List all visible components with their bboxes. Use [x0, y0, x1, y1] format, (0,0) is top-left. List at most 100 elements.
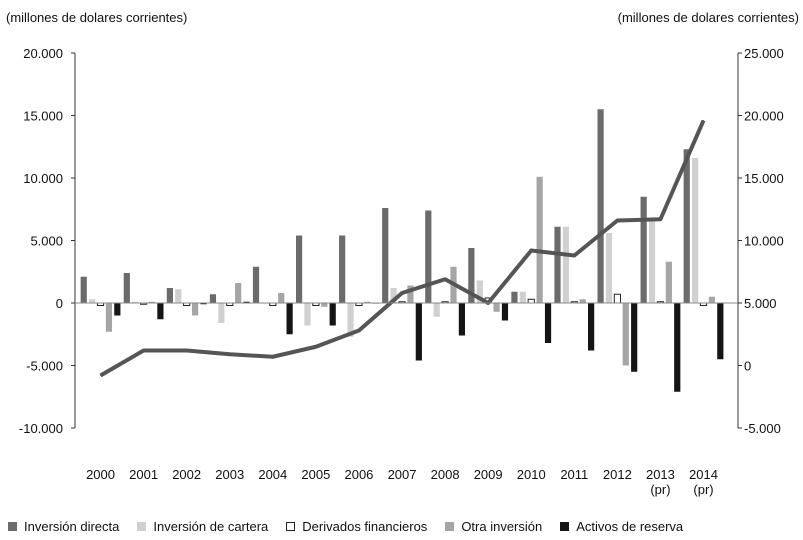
legend: Inversión directa Inversión de cartera D… — [8, 519, 701, 534]
line-point — [530, 250, 532, 251]
right-axis-tick-label: 15.000 — [744, 171, 784, 186]
bar-activos-de-reserva — [544, 303, 552, 343]
x-axis-tick-label: 2007 — [388, 467, 417, 482]
bar-activos-de-reserva — [286, 303, 293, 335]
bar-otra-inversi-n — [148, 301, 156, 303]
x-axis-tick-label: 2006 — [344, 467, 373, 482]
legend-item-inversion-de-cartera: Inversión de cartera — [137, 519, 268, 534]
bar-derivados-financieros — [613, 293, 621, 304]
bar-activos-de-reserva — [157, 303, 164, 320]
bar-inversi-n-directa — [683, 149, 690, 303]
line-point — [659, 218, 661, 220]
legend-item-otra-inversion: Otra inversión — [445, 519, 542, 534]
left-axis-tick-label: 0 — [56, 296, 63, 311]
x-axis-tick-label: 2002 — [172, 467, 201, 482]
bar-otra-inversi-n — [235, 283, 242, 303]
x-axis-tick-label: 2000 — [86, 467, 115, 482]
bar-inversi-n-directa — [339, 235, 346, 303]
bar-inversi-n-directa — [252, 266, 260, 303]
line-point — [186, 350, 188, 351]
bar-inversi-n-de-cartera — [390, 288, 397, 303]
bar-otra-inversi-n — [579, 299, 586, 303]
bar-inversi-n-de-cartera — [89, 299, 96, 303]
axes-layer: -10.000 -5.000 0 5.000 10.000 15.000 20.000 -5.… — [19, 46, 784, 497]
line-point — [143, 350, 145, 351]
bar-otra-inversi-n — [278, 293, 285, 303]
x-axis-tick-label: 2013 — [646, 467, 675, 482]
line-point — [444, 278, 446, 280]
bar-otra-inversi-n — [364, 301, 371, 303]
right-axis-tick-label: 25.000 — [744, 46, 784, 61]
bar-inversi-n-directa — [166, 288, 173, 303]
bar-inversi-n-directa — [382, 208, 389, 303]
right-axis-tick-label: 10.000 — [744, 234, 784, 249]
bar-inversi-n-directa — [640, 196, 647, 303]
legend-item-activos-de-reserva: Activos de reserva — [560, 519, 683, 534]
bar-inversi-n-de-cartera — [519, 291, 526, 303]
left-axis-unit-label: (millones de dolares corrientes) — [6, 10, 188, 25]
bar-inversi-n-de-cartera — [218, 303, 225, 323]
x-axis-tick-label: 2003 — [215, 467, 244, 482]
bar-otra-inversi-n — [708, 296, 716, 303]
line-layer — [99, 119, 706, 378]
x-axis-tick-label: (pr) — [650, 482, 670, 497]
bar-activos-de-reserva — [114, 303, 121, 316]
bar-inversi-n-de-cartera — [562, 226, 570, 303]
legend-swatch-otra-inversion — [445, 522, 455, 531]
bar-activos-de-reserva — [717, 303, 724, 360]
bar-activos-de-reserva — [458, 303, 465, 336]
bar-inversi-n-directa — [554, 226, 561, 303]
bar-inversi-n-de-cartera — [476, 280, 483, 303]
line-point — [616, 220, 618, 221]
bar-activos-de-reserva — [243, 301, 250, 303]
line-point — [100, 375, 102, 376]
bar-otra-inversi-n — [321, 303, 328, 307]
bar-activos-de-reserva — [631, 303, 638, 372]
bar-activos-de-reserva — [329, 303, 336, 326]
line-series — [99, 119, 706, 378]
legend-swatch-inversion-de-cartera — [137, 522, 147, 531]
bar-otra-inversi-n — [622, 303, 629, 366]
legend-label-activos-de-reserva: Activos de reserva — [576, 519, 684, 534]
bar-inversi-n-de-cartera — [132, 301, 139, 303]
legend-label-derivados-financieros: Derivados financieros — [302, 519, 428, 534]
right-axis-tick-label: 0 — [744, 359, 751, 374]
x-axis-tick-label: 2011 — [560, 467, 588, 482]
legend-label-inversion-directa: Inversión directa — [24, 519, 120, 534]
bar-inversi-n-de-cartera — [692, 158, 699, 303]
bar-inversi-n-directa — [597, 109, 604, 303]
x-axis-tick-label: (pr) — [693, 482, 713, 497]
left-axis-tick-label: 15.000 — [23, 109, 63, 124]
legend-label-otra-inversion: Otra inversión — [461, 519, 543, 534]
bar-activos-de-reserva — [674, 303, 681, 392]
x-axis-tick-label: 2008 — [431, 467, 460, 482]
bar-inversi-n-de-cartera — [304, 303, 311, 326]
legend-swatch-inversion-directa — [8, 522, 17, 531]
legend-label-inversion-de-cartera: Inversión de cartera — [153, 519, 269, 534]
bar-inversi-n-de-cartera — [605, 233, 613, 303]
bar-inversi-n-directa — [80, 276, 87, 303]
x-axis-tick-label: 2014 — [689, 467, 718, 482]
bar-inversi-n-directa — [209, 294, 217, 303]
line-point — [703, 120, 705, 121]
bar-derivados-financieros — [527, 298, 535, 304]
left-axis-tick-label: -5.000 — [26, 359, 63, 374]
line-point — [272, 356, 274, 358]
line-point — [358, 330, 360, 331]
x-axis-tick-label: 2012 — [603, 467, 632, 482]
line-point — [315, 346, 317, 348]
left-axis-tick-label: -10.000 — [19, 421, 63, 436]
legend-item-derivados-financieros: Derivados financieros — [286, 519, 427, 534]
bar-otra-inversi-n — [493, 303, 500, 312]
bar-otra-inversi-n — [105, 303, 113, 332]
bar-inversi-n-de-cartera — [433, 303, 440, 317]
bar-inversi-n-directa — [468, 248, 475, 303]
left-axis-tick-label: 20.000 — [23, 46, 63, 61]
bar-activos-de-reserva — [415, 303, 422, 361]
x-axis-tick-label: 2010 — [517, 467, 546, 482]
left-axis-tick-label: 10.000 — [23, 171, 63, 186]
right-axis-tick-label: 20.000 — [744, 109, 784, 124]
right-axis-tick-label: -5.000 — [744, 421, 781, 436]
x-axis-tick-label: 2005 — [301, 467, 330, 482]
